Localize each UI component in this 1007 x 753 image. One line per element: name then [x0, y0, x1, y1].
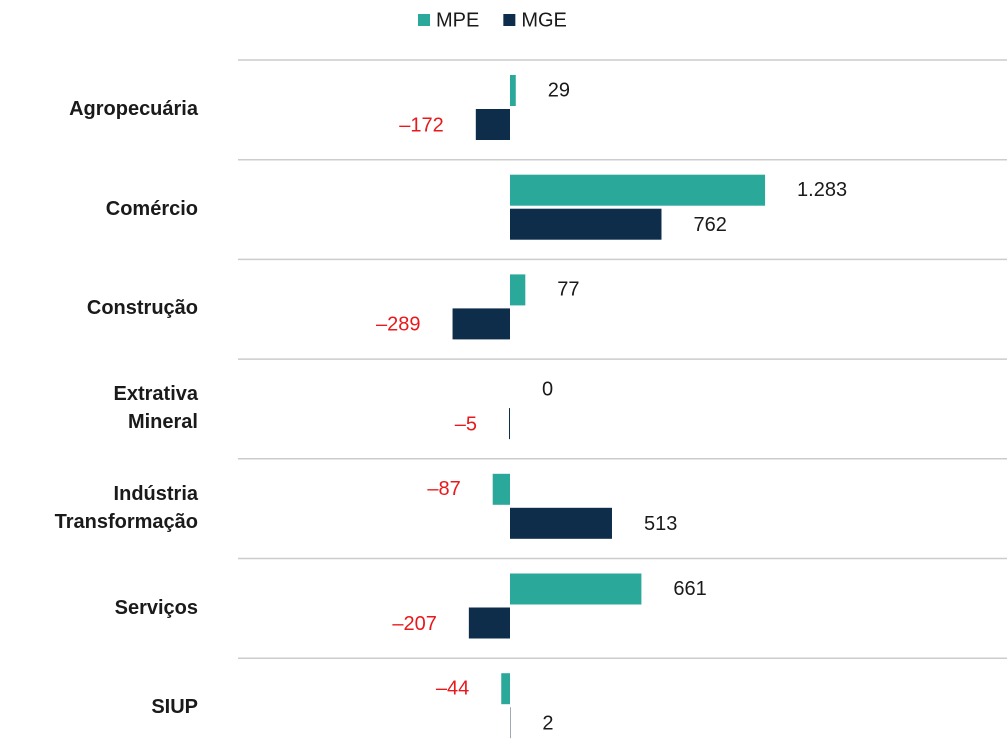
value-label: –87 [427, 478, 460, 500]
value-label: 1.283 [797, 179, 847, 201]
value-label: 2 [542, 712, 553, 734]
bar [509, 408, 510, 440]
value-label: –289 [376, 314, 421, 336]
bar [452, 308, 510, 340]
category-text: SIUP [151, 696, 198, 719]
value-label: 661 [673, 578, 706, 600]
bar [510, 274, 526, 306]
category-label: Agropecuária [69, 95, 198, 123]
value-label: 762 [693, 214, 726, 236]
bar [510, 507, 612, 539]
value-label: 513 [644, 513, 677, 535]
legend-label: MGE [521, 9, 567, 31]
category-text: Serviços [114, 596, 198, 619]
bar [510, 75, 516, 106]
bar [468, 607, 510, 639]
value-label: 77 [557, 279, 579, 301]
value-label: –44 [436, 677, 469, 699]
category-label: Construção [87, 294, 198, 322]
value-label: –207 [392, 613, 437, 635]
category-label: Extrativa Mineral [114, 380, 199, 436]
bar [475, 109, 510, 140]
legend-label: MPE [436, 9, 479, 31]
value-label: 0 [542, 378, 553, 400]
category-text: Comércio [105, 197, 198, 220]
category-text: Construção [86, 297, 198, 320]
bar [510, 573, 642, 605]
legend-swatch [503, 14, 516, 26]
category-label: Comércio [106, 195, 198, 223]
bar [510, 208, 662, 240]
legend-swatch [418, 14, 430, 26]
category-label: Serviços [115, 594, 198, 622]
bar [510, 174, 766, 206]
category-label: Indústria Transformação [55, 480, 198, 536]
bar [501, 673, 510, 705]
value-label: –5 [455, 413, 477, 435]
category-text: Indústria Transformação [54, 482, 198, 533]
category-label: SIUP [151, 693, 198, 721]
value-label: –172 [399, 114, 444, 136]
category-text: Agropecuária [69, 98, 198, 120]
bar [492, 473, 510, 505]
category-text: Extrativa Mineral [113, 383, 199, 434]
value-label: 29 [548, 79, 570, 101]
